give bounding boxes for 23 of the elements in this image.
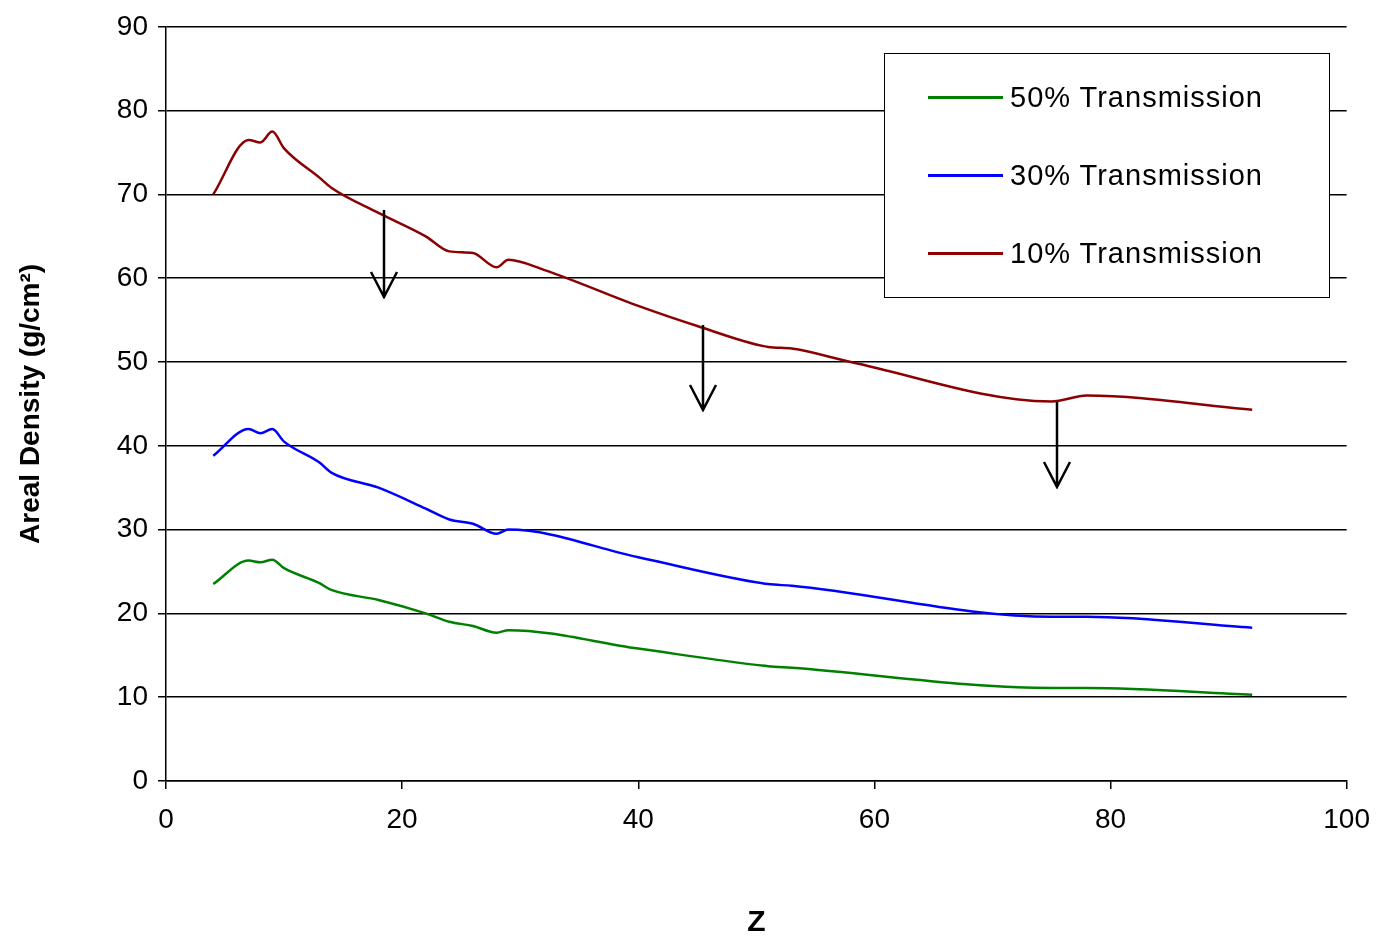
legend-label: 10% Transmission <box>1010 237 1263 271</box>
x-tick-label: 60 <box>858 802 890 834</box>
y-tick-label: 40 <box>116 428 148 460</box>
y-tick-label: 10 <box>116 679 148 711</box>
x-tick-label: 40 <box>622 802 654 834</box>
x-tick-label: 0 <box>158 802 174 834</box>
y-tick-label: 50 <box>116 344 148 376</box>
y-axis-title: Areal Density (g/cm²) <box>13 263 45 544</box>
x-tick-label: 100 <box>1323 802 1370 834</box>
y-tick-label: 30 <box>116 512 148 544</box>
y-tick-label: 60 <box>116 260 148 292</box>
y-tick-label: 0 <box>132 763 148 795</box>
x-tick-label: 80 <box>1094 802 1127 834</box>
x-tick-label: 20 <box>386 802 418 834</box>
y-tick-label: 20 <box>116 596 148 628</box>
legend-label: 30% Transmission <box>1010 158 1263 192</box>
line-series <box>211 427 1254 629</box>
y-tick-label: 80 <box>116 93 148 125</box>
x-axis-title: Z <box>747 904 766 938</box>
legend-label: 50% Transmission <box>1010 80 1263 114</box>
y-tick-label: 70 <box>116 177 148 209</box>
y-tick-label: 90 <box>116 9 148 41</box>
line-series <box>211 558 1254 696</box>
